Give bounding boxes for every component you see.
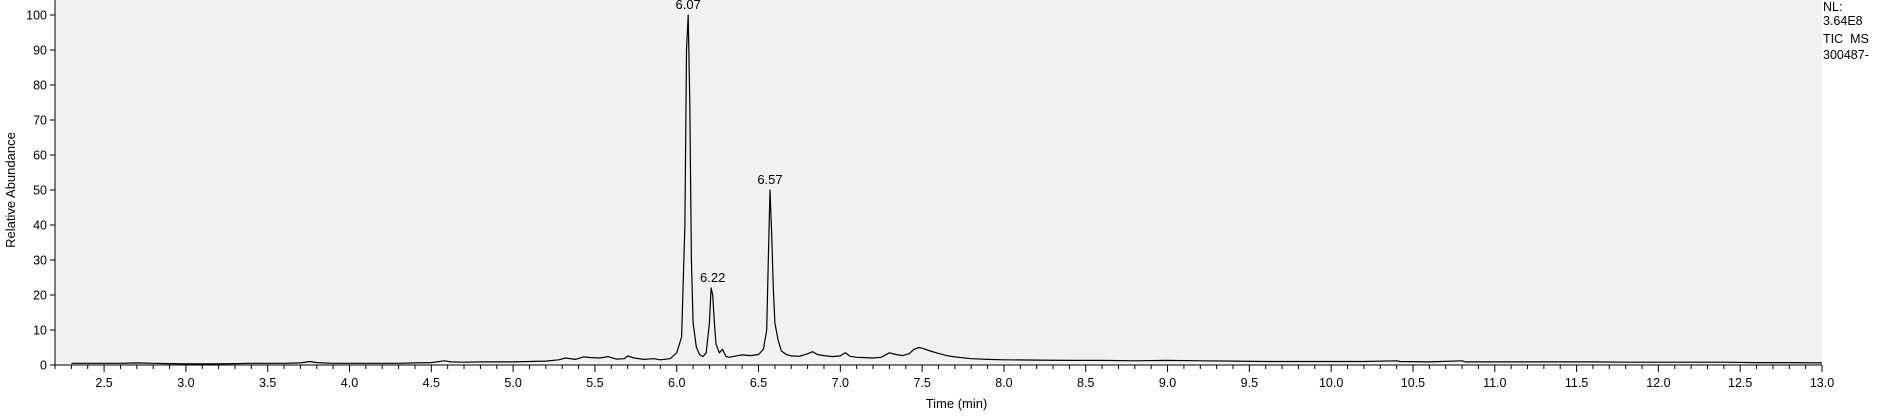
x-tick-label: 12.0 — [1646, 376, 1670, 390]
x-tick-label: 7.0 — [832, 376, 849, 390]
x-tick-label: 10.0 — [1319, 376, 1343, 390]
x-tick-label: 4.0 — [341, 376, 358, 390]
x-tick-label: 10.5 — [1401, 376, 1425, 390]
y-tick-label: 100 — [26, 9, 47, 23]
x-tick-label: 11.5 — [1565, 376, 1588, 390]
y-tick-label: 20 — [33, 289, 47, 303]
x-tick-label: 5.5 — [586, 376, 603, 390]
x-tick-label: 6.5 — [750, 376, 767, 390]
x-tick-label: 9.0 — [1159, 376, 1176, 390]
x-axis-title: Time (min) — [926, 396, 988, 411]
peak-labels: 6.07 6.22 6.57 — [676, 0, 783, 285]
y-tick-label: 70 — [33, 114, 47, 128]
chromatogram-trace — [71, 14, 1823, 365]
peak-label: 6.07 — [676, 0, 701, 12]
x-tick-label: 3.5 — [259, 376, 276, 390]
x-tick-label: 7.5 — [913, 376, 930, 390]
nl-value: 3.64E8 — [1823, 14, 1863, 28]
x-tick-label: 11.0 — [1483, 376, 1506, 390]
x-tick-label: 8.5 — [1077, 376, 1094, 390]
y-tick-label: 80 — [33, 79, 47, 93]
y-tick-label: 50 — [33, 184, 47, 198]
y-tick-label: 10 — [33, 324, 47, 338]
x-tick-label: 9.5 — [1241, 376, 1258, 390]
x-tick-label: 12.5 — [1728, 376, 1752, 390]
y-tick-label: 40 — [33, 219, 47, 233]
x-tick-label: 8.0 — [995, 376, 1012, 390]
x-tick-label: 13.0 — [1810, 376, 1834, 390]
y-axis-title: Relative Abundance — [3, 132, 18, 248]
x-tick-label: 4.5 — [423, 376, 440, 390]
x-tick-label: 2.5 — [95, 376, 112, 390]
y-tick-label: 60 — [33, 149, 47, 163]
x-tick-label: 5.0 — [504, 376, 521, 390]
file-name: 300487- — [1823, 48, 1869, 62]
plot-area — [55, 0, 1822, 365]
x-tick-label: 6.0 — [668, 376, 685, 390]
axes: 0 10 20 30 40 50 60 70 80 90 100 2.5 3.0 3.5 4.0 4.5 5.0… — [26, 0, 1834, 390]
x-tick-label: 3.0 — [177, 376, 194, 390]
trace-layer — [71, 14, 1823, 365]
y-tick-label: 90 — [33, 44, 47, 58]
trace-type: TIC MS — [1823, 32, 1869, 46]
nl-label: NL: — [1823, 0, 1843, 14]
y-tick-label: 0 — [40, 359, 47, 373]
peak-label: 6.22 — [700, 270, 725, 285]
y-tick-label: 30 — [33, 254, 47, 268]
peak-label: 6.57 — [757, 172, 782, 187]
